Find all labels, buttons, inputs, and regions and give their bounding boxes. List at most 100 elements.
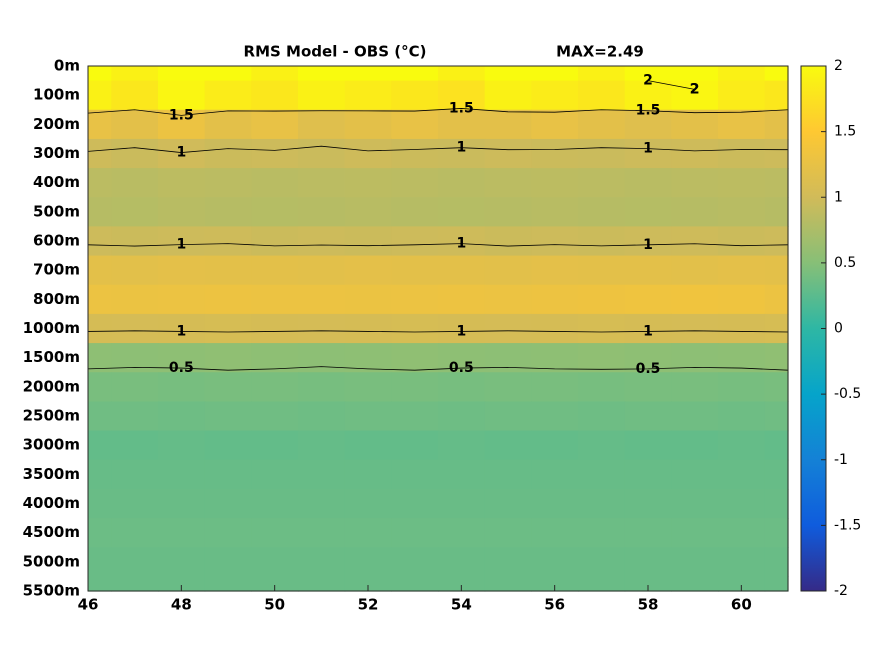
cell (764, 459, 789, 490)
cell (251, 197, 299, 228)
cell (391, 109, 439, 140)
cell (298, 488, 346, 519)
y-tick-label: 3500m (23, 465, 80, 483)
cell (578, 576, 626, 592)
cell (204, 284, 252, 315)
cell (718, 372, 766, 403)
cell (391, 343, 439, 373)
cell (391, 518, 439, 548)
cell (764, 168, 789, 198)
cell (531, 66, 579, 82)
cell (88, 401, 112, 432)
cell (344, 226, 392, 257)
cell (484, 488, 532, 519)
contour-label: 1.5 (449, 100, 474, 116)
cell (158, 372, 206, 403)
cell (88, 430, 112, 461)
cell (158, 255, 206, 286)
contour-label: 0.5 (169, 360, 194, 376)
contour-label: 0.5 (636, 361, 661, 377)
cell (484, 80, 532, 111)
cell (484, 284, 532, 315)
y-tick-label: 5000m (23, 552, 80, 570)
cell (718, 401, 766, 432)
cell (298, 109, 346, 140)
cell (111, 343, 159, 373)
cell (88, 138, 112, 169)
cell (88, 488, 112, 519)
cell (251, 459, 299, 490)
cell (671, 138, 719, 169)
contour-line (87, 145, 789, 153)
cell (111, 109, 159, 140)
cell (111, 138, 159, 169)
cell (531, 430, 579, 461)
cell (298, 168, 346, 198)
cell (624, 576, 672, 592)
cell (578, 488, 626, 519)
cell (671, 518, 719, 548)
cell (391, 197, 439, 228)
cell (344, 197, 392, 228)
cell (718, 80, 766, 111)
y-tick-label: 2000m (23, 377, 80, 395)
cell (251, 168, 299, 198)
contour-line (87, 366, 789, 371)
cell (624, 372, 672, 403)
cell (764, 109, 789, 140)
cell (158, 197, 206, 228)
x-tick-label: 50 (264, 596, 285, 614)
cell (111, 255, 159, 286)
cell (531, 518, 579, 548)
chart-title: RMS Model - OBS (°C) (244, 43, 427, 61)
cell (578, 138, 626, 169)
cell (531, 401, 579, 432)
cell (251, 576, 299, 592)
cell (298, 80, 346, 111)
cell (438, 576, 486, 592)
cell (671, 66, 719, 82)
cell (391, 547, 439, 578)
cell (438, 401, 486, 432)
cell (484, 197, 532, 228)
cell (158, 459, 206, 490)
cell (531, 459, 579, 490)
cell (298, 547, 346, 578)
cell (671, 226, 719, 257)
cell (671, 430, 719, 461)
cell (88, 576, 112, 592)
cell (578, 547, 626, 578)
cell (718, 66, 766, 82)
cell (764, 80, 789, 111)
x-tick-label: 52 (358, 596, 379, 614)
cell (251, 226, 299, 257)
cell (158, 488, 206, 519)
cell (671, 255, 719, 286)
cell (251, 518, 299, 548)
cell (344, 372, 392, 403)
y-tick-label: 200m (33, 115, 80, 133)
cell (671, 284, 719, 315)
cell (438, 255, 486, 286)
cell (671, 197, 719, 228)
cell (204, 197, 252, 228)
cell (531, 284, 579, 315)
cell (391, 255, 439, 286)
cell (204, 138, 252, 169)
cell (764, 518, 789, 548)
cell (484, 459, 532, 490)
cell (298, 226, 346, 257)
cell (671, 488, 719, 519)
contour-label: 1 (176, 145, 186, 161)
cell (578, 109, 626, 140)
colorbar-tick-label: 1.5 (834, 124, 856, 140)
cell (251, 547, 299, 578)
cell (111, 401, 159, 432)
cell (204, 547, 252, 578)
cell (88, 80, 112, 111)
cell (88, 343, 112, 373)
colorbar-tick-label: -0.5 (834, 386, 861, 402)
cell (88, 255, 112, 286)
cell (438, 80, 486, 111)
cell (391, 459, 439, 490)
